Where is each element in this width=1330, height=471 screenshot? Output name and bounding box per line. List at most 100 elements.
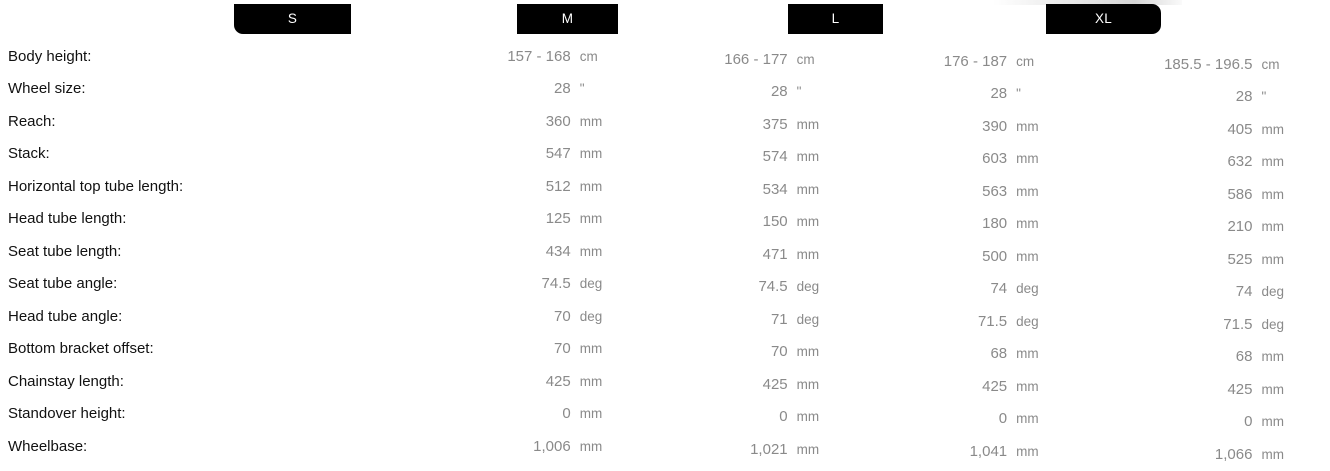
spec-value-xl: 425 — [1227, 380, 1253, 398]
size-tab-xl[interactable]: XL — [1046, 4, 1161, 34]
spec-value-xl: 632 — [1227, 153, 1253, 171]
spec-value-l: 500 — [982, 247, 1008, 265]
spec-value-s: 28 — [554, 80, 571, 98]
spec-value-m: 28 — [770, 83, 788, 101]
spec-unit-s: deg — [579, 308, 603, 324]
spec-value-l: 176 - 187 — [943, 52, 1008, 70]
spec-value-m: 70 — [770, 343, 788, 361]
spec-value-m: 74.5 — [758, 278, 788, 296]
spec-unit-m: mm — [796, 246, 820, 262]
size-tab-l[interactable]: L — [788, 4, 883, 34]
table-row: Chainstay length: 425 mm 425 mm 425 mm 425 mm — [0, 365, 1330, 398]
spec-unit-s: deg — [579, 276, 603, 292]
spec-value-s: 70 — [554, 307, 571, 325]
table-row: Standover height: 0 mm 0 mm 0 mm 0 mm — [0, 398, 1330, 430]
spec-label: Body height: — [8, 47, 92, 65]
spec-unit-xl: deg — [1261, 316, 1284, 332]
spec-unit-m: mm — [796, 409, 820, 425]
table-row: Wheelbase: 1,006 mm 1,021 mm 1,041 mm 1,066 mm — [0, 430, 1330, 463]
spec-value-l: 0 — [998, 410, 1008, 428]
spec-unit-l: " — [1016, 86, 1021, 102]
spec-unit-l: mm — [1016, 216, 1039, 232]
spec-label: Bottom bracket offset: — [8, 340, 154, 358]
spec-value-xl: 586 — [1227, 185, 1253, 203]
spec-value-m: 0 — [779, 408, 788, 426]
spec-unit-xl: mm — [1261, 219, 1284, 235]
spec-value-l: 180 — [982, 215, 1008, 233]
spec-value-s: 512 — [545, 177, 571, 195]
spec-value-l: 1,041 — [969, 442, 1008, 460]
spec-unit-xl: mm — [1261, 349, 1284, 365]
spec-unit-m: mm — [796, 149, 820, 165]
spec-value-xl: 210 — [1227, 218, 1253, 236]
spec-unit-xl: mm — [1261, 381, 1284, 397]
spec-value-s: 157 - 168 — [507, 47, 571, 65]
spec-unit-l: deg — [1016, 313, 1039, 329]
spec-unit-xl: " — [1261, 89, 1267, 105]
size-tab-s[interactable]: S — [234, 4, 351, 34]
table-row: Horizontal top tube length: 512 mm 534 mm 563… — [0, 170, 1330, 203]
spec-value-xl: 0 — [1244, 413, 1253, 431]
spec-value-l: 71.5 — [977, 312, 1008, 330]
spec-value-xl: 185.5 - 196.5 — [1164, 55, 1253, 73]
spec-value-s: 0 — [562, 405, 571, 423]
spec-unit-s: cm — [579, 48, 598, 64]
spec-unit-xl: mm — [1261, 414, 1284, 430]
spec-unit-m: mm — [796, 441, 820, 457]
spec-value-m: 471 — [762, 245, 788, 263]
spec-value-m: 166 - 177 — [724, 50, 788, 68]
spec-unit-s: mm — [579, 178, 603, 194]
spec-label: Chainstay length: — [8, 372, 124, 390]
spec-unit-m: mm — [796, 344, 820, 360]
spec-value-xl: 28 — [1235, 88, 1253, 106]
spec-label: Reach: — [8, 112, 56, 130]
spec-unit-m: mm — [796, 181, 820, 197]
spec-value-m: 375 — [762, 115, 788, 133]
spec-unit-xl: mm — [1261, 121, 1284, 137]
spec-value-s: 425 — [545, 372, 571, 390]
spec-value-l: 68 — [990, 345, 1008, 363]
spec-value-xl: 74 — [1235, 283, 1253, 301]
table-row: Bottom bracket offset: 70 mm 70 mm 68 mm 68 mm — [0, 333, 1330, 365]
spec-value-xl: 405 — [1227, 120, 1253, 138]
spec-unit-xl: mm — [1261, 154, 1284, 170]
table-row: Seat tube angle: 74.5 deg 74.5 deg 74 deg 74 deg — [0, 268, 1330, 300]
spec-unit-l: mm — [1016, 378, 1039, 394]
spec-unit-m: deg — [796, 279, 820, 295]
spec-value-l: 563 — [982, 182, 1008, 200]
spec-unit-l: mm — [1016, 151, 1039, 167]
spec-unit-s: mm — [579, 146, 603, 162]
spec-unit-l: mm — [1016, 411, 1039, 427]
spec-unit-m: " — [796, 84, 802, 100]
size-tab-bar: S M L XL — [0, 0, 1330, 40]
spec-unit-m: mm — [796, 376, 820, 392]
table-row: Wheel size: 28 " 28 " 28 " 28 " — [0, 73, 1330, 105]
spec-value-xl: 71.5 — [1223, 315, 1253, 333]
spec-label: Wheel size: — [8, 80, 86, 98]
spec-value-xl: 525 — [1227, 250, 1253, 268]
table-row: Body height: 157 - 168 cm 166 - 177 cm 176 - … — [0, 40, 1330, 73]
table-row: Head tube angle: 70 deg 71 deg 71.5 deg 71.5 deg — [0, 300, 1330, 333]
spec-value-l: 74 — [990, 280, 1008, 298]
spec-unit-s: mm — [579, 113, 603, 129]
table-row: Reach: 360 mm 375 mm 390 mm 405 mm — [0, 105, 1330, 138]
table-row: Head tube length: 125 mm 150 mm 180 mm 210 mm — [0, 203, 1330, 235]
spec-unit-l: mm — [1016, 183, 1039, 199]
spec-unit-s: " — [579, 81, 585, 97]
size-tab-m[interactable]: M — [517, 4, 618, 34]
spec-unit-l: mm — [1016, 346, 1039, 362]
spec-label: Head tube length: — [8, 210, 127, 228]
spec-unit-xl: mm — [1261, 186, 1284, 202]
spec-unit-s: mm — [579, 438, 603, 454]
spec-value-s: 74.5 — [541, 275, 571, 293]
spec-label: Head tube angle: — [8, 307, 123, 325]
spec-value-m: 150 — [762, 213, 788, 231]
spec-value-s: 1,006 — [533, 437, 571, 455]
spec-value-l: 425 — [982, 377, 1008, 395]
spec-unit-m: mm — [796, 214, 820, 230]
geometry-table-body: Body height: 157 - 168 cm 166 - 177 cm 176 - … — [0, 40, 1330, 463]
spec-label: Stack: — [8, 145, 50, 163]
spec-unit-s: mm — [579, 243, 603, 259]
table-row: Seat tube length: 434 mm 471 mm 500 mm 525 mm — [0, 235, 1330, 268]
spec-unit-xl: cm — [1261, 56, 1280, 72]
